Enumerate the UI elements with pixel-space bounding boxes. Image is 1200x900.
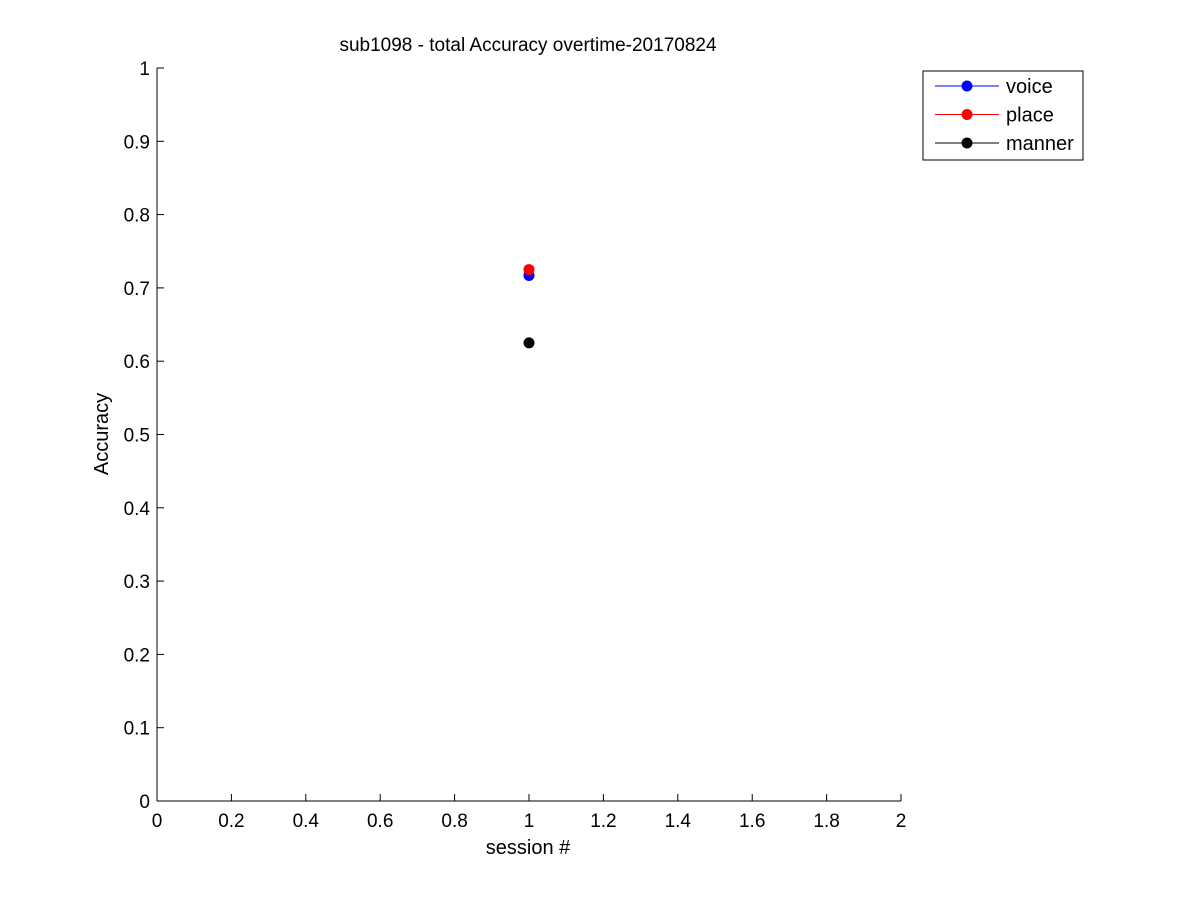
- x-tick-label: 0.8: [441, 811, 467, 832]
- x-tick-label: 0: [152, 811, 163, 832]
- data-markers: [523, 264, 535, 349]
- x-tick-label: 1.8: [813, 811, 839, 832]
- legend: voice place manner: [922, 70, 1084, 161]
- y-tick-label: 0.6: [124, 352, 150, 373]
- chart-title: sub1098 - total Accuracy overtime-201708…: [339, 35, 716, 56]
- legend-marker-manner: [961, 137, 973, 149]
- x-axis-label: session #: [486, 837, 571, 859]
- x-tick-label: 1.2: [590, 811, 616, 832]
- y-tick-label: 0.9: [124, 132, 150, 153]
- y-tick-label: 0.5: [124, 426, 150, 447]
- legend-label-place: place: [1006, 105, 1054, 127]
- y-tick-label: 0.4: [124, 499, 151, 520]
- y-tick-label: 0.2: [124, 645, 150, 666]
- y-tick-label: 0.8: [124, 206, 150, 227]
- x-tick-label: 0.4: [293, 811, 320, 832]
- legend-marker-place: [961, 109, 973, 120]
- data-point-manner: [523, 337, 535, 349]
- y-tick-label: 0.7: [124, 279, 150, 300]
- legend-label-voice: voice: [1006, 76, 1053, 98]
- legend-items: voice place manner: [935, 76, 1074, 155]
- y-axis-label: Accuracy: [91, 393, 113, 475]
- x-tick-label: 1.4: [665, 811, 692, 832]
- legend-marker-voice: [961, 80, 973, 92]
- data-point-place: [523, 264, 535, 276]
- x-tick-label: 1: [524, 811, 535, 832]
- x-tick-label: 1.6: [739, 811, 765, 832]
- x-tick-label: 2: [896, 811, 907, 832]
- y-tick-label: 0.1: [124, 719, 150, 740]
- y-tick-label: 0.3: [124, 572, 150, 593]
- plot-background: [157, 68, 901, 801]
- legend-label-manner: manner: [1006, 133, 1074, 155]
- y-tick-label: 1: [139, 59, 150, 80]
- plot-area: 0 0.2 0.4 0.6 0.8 1 1.2 1.4 1.6 1.8 2 0 0.1 0.2 0.3 0.…: [124, 59, 907, 832]
- x-tick-label: 0.2: [218, 811, 244, 832]
- y-tick-label: 0: [139, 792, 150, 813]
- x-tick-label: 0.6: [367, 811, 393, 832]
- y-axis-ticks: 0 0.1 0.2 0.3 0.4 0.5 0.6 0.7 0.8 0.9 1: [124, 59, 164, 813]
- x-axis-ticks: 0 0.2 0.4 0.6 0.8 1 1.2 1.4 1.6 1.8 2: [152, 794, 907, 832]
